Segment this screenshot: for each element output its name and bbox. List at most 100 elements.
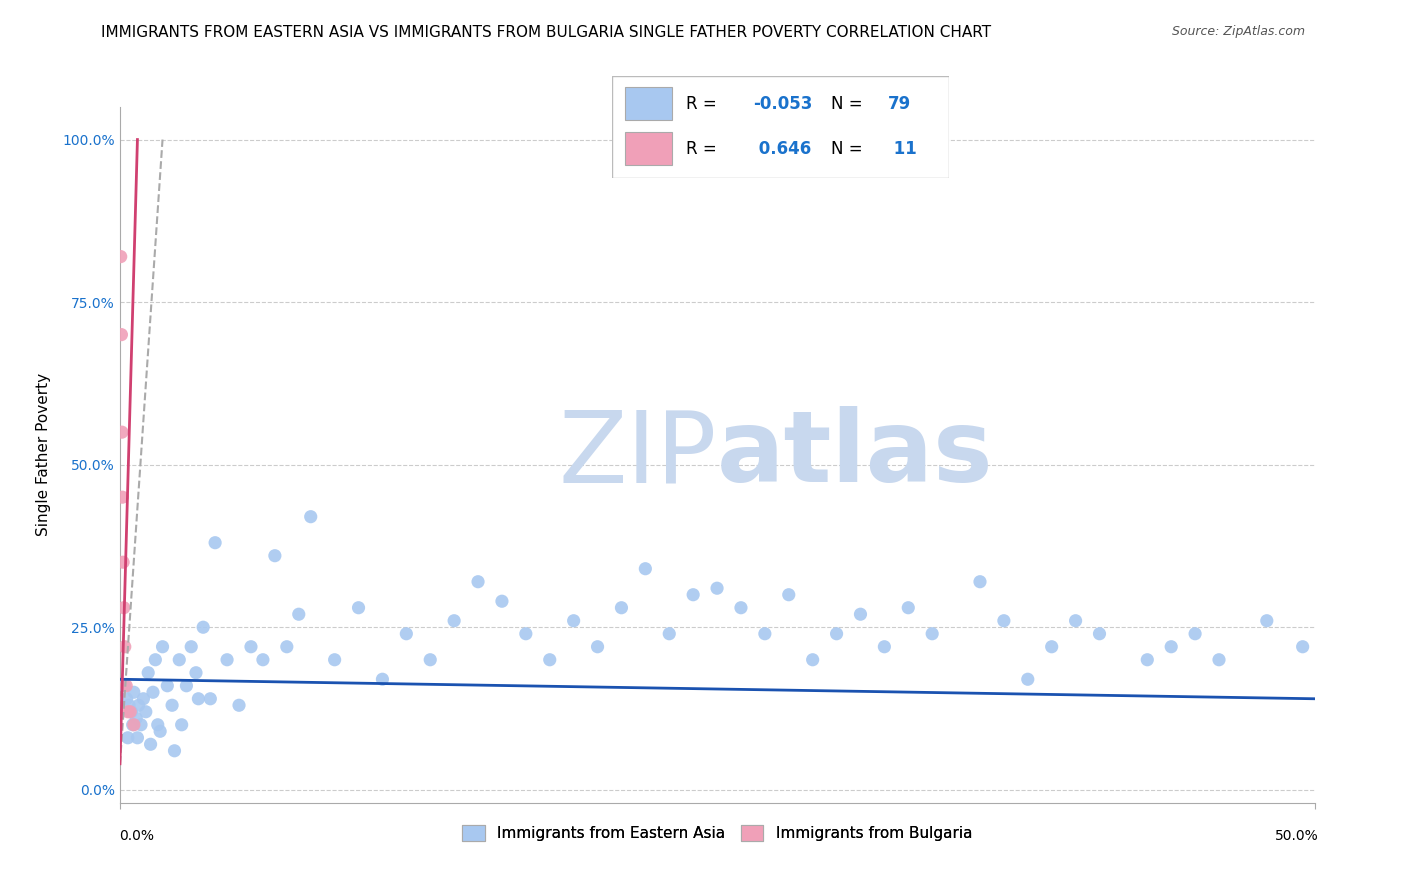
Point [160,698,183,713]
Point [443,614,465,628]
Point [129,718,152,732]
Point [204,535,226,549]
Point [897,600,920,615]
Point [114,640,136,654]
Point [118,698,141,713]
Point [139,737,162,751]
Point [252,653,274,667]
Point [112,600,135,615]
Point [515,626,537,640]
Text: Source: ZipAtlas.com: Source: ZipAtlas.com [1171,25,1305,38]
Point [110,327,132,342]
Point [127,731,149,745]
Text: IMMIGRANTS FROM EASTERN ASIA VS IMMIGRANTS FROM BULGARIA SINGLE FATHER POVERTY C: IMMIGRANTS FROM EASTERN ASIA VS IMMIGRAN… [101,25,991,40]
Point [276,640,298,654]
Point [169,653,191,667]
Point [347,600,370,615]
Point [142,685,165,699]
Point [111,425,134,439]
Point [1208,653,1230,667]
Point [1292,640,1315,654]
Point [730,600,752,615]
Point [658,626,681,640]
Point [778,588,800,602]
Legend: Immigrants from Eastern Asia, Immigrants from Bulgaria: Immigrants from Eastern Asia, Immigrants… [456,819,979,847]
Point [110,250,132,264]
Point [184,665,207,680]
Point [121,705,143,719]
Point [825,626,848,640]
Point [146,718,169,732]
Point [1136,653,1159,667]
Y-axis label: Single Father Poverty: Single Father Poverty [37,374,51,536]
Point [156,679,179,693]
Text: -0.053: -0.053 [754,95,813,112]
Point [264,549,287,563]
Point [135,705,157,719]
Point [969,574,991,589]
Point [187,691,209,706]
Point [1064,614,1087,628]
Point [149,724,172,739]
Text: R =: R = [686,140,717,158]
Point [993,614,1015,628]
Point [1040,640,1063,654]
Point [152,640,174,654]
Point [191,620,215,634]
Point [115,679,138,693]
Point [634,562,657,576]
Point [1184,626,1206,640]
Point [122,718,145,732]
Point [371,672,394,686]
Point [299,509,322,524]
Point [538,653,561,667]
Point [176,679,198,693]
FancyBboxPatch shape [626,132,672,165]
Point [586,640,609,654]
Point [125,711,148,725]
Text: N =: N = [831,95,862,112]
Point [239,640,263,654]
Point [120,705,142,719]
Point [323,653,346,667]
Point [419,653,441,667]
Point [610,600,633,615]
Point [395,626,418,640]
Point [491,594,513,608]
Point [122,685,145,699]
Point [112,679,135,693]
FancyBboxPatch shape [612,76,949,178]
Point [706,581,728,595]
Point [1017,672,1039,686]
Point [136,665,159,680]
Point [754,626,776,640]
Point [132,691,155,706]
Point [121,718,143,732]
Text: ZIP: ZIP [558,407,717,503]
Point [228,698,250,713]
Point [682,588,704,602]
Point [921,626,943,640]
Point [1256,614,1278,628]
Text: R =: R = [686,95,717,112]
Point [180,640,202,654]
Point [117,731,139,745]
Text: 0.0%: 0.0% [120,830,155,843]
Point [562,614,585,628]
Point [112,555,135,569]
Point [467,574,489,589]
Point [170,718,193,732]
Point [1160,640,1182,654]
Point [128,698,150,713]
Text: 50.0%: 50.0% [1275,830,1319,843]
Point [111,490,134,504]
Point [200,691,222,706]
Text: 79: 79 [889,95,911,112]
Text: N =: N = [831,140,862,158]
Point [873,640,896,654]
Text: 11: 11 [889,140,917,158]
Point [801,653,824,667]
Text: atlas: atlas [717,407,994,503]
Point [115,691,138,706]
FancyBboxPatch shape [626,87,672,120]
